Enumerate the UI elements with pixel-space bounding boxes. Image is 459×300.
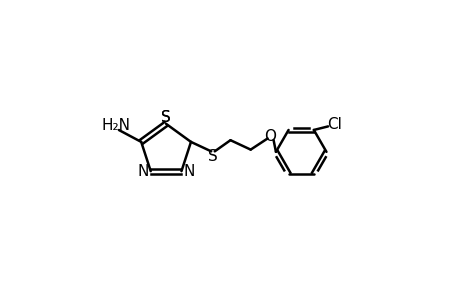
- Text: Cl: Cl: [326, 117, 341, 132]
- Text: O: O: [263, 130, 275, 145]
- Text: S: S: [207, 149, 217, 164]
- Text: S: S: [161, 110, 171, 125]
- Text: N: N: [183, 164, 194, 179]
- Text: N: N: [137, 164, 149, 179]
- Text: H₂N: H₂N: [101, 118, 130, 133]
- Text: S: S: [161, 110, 171, 125]
